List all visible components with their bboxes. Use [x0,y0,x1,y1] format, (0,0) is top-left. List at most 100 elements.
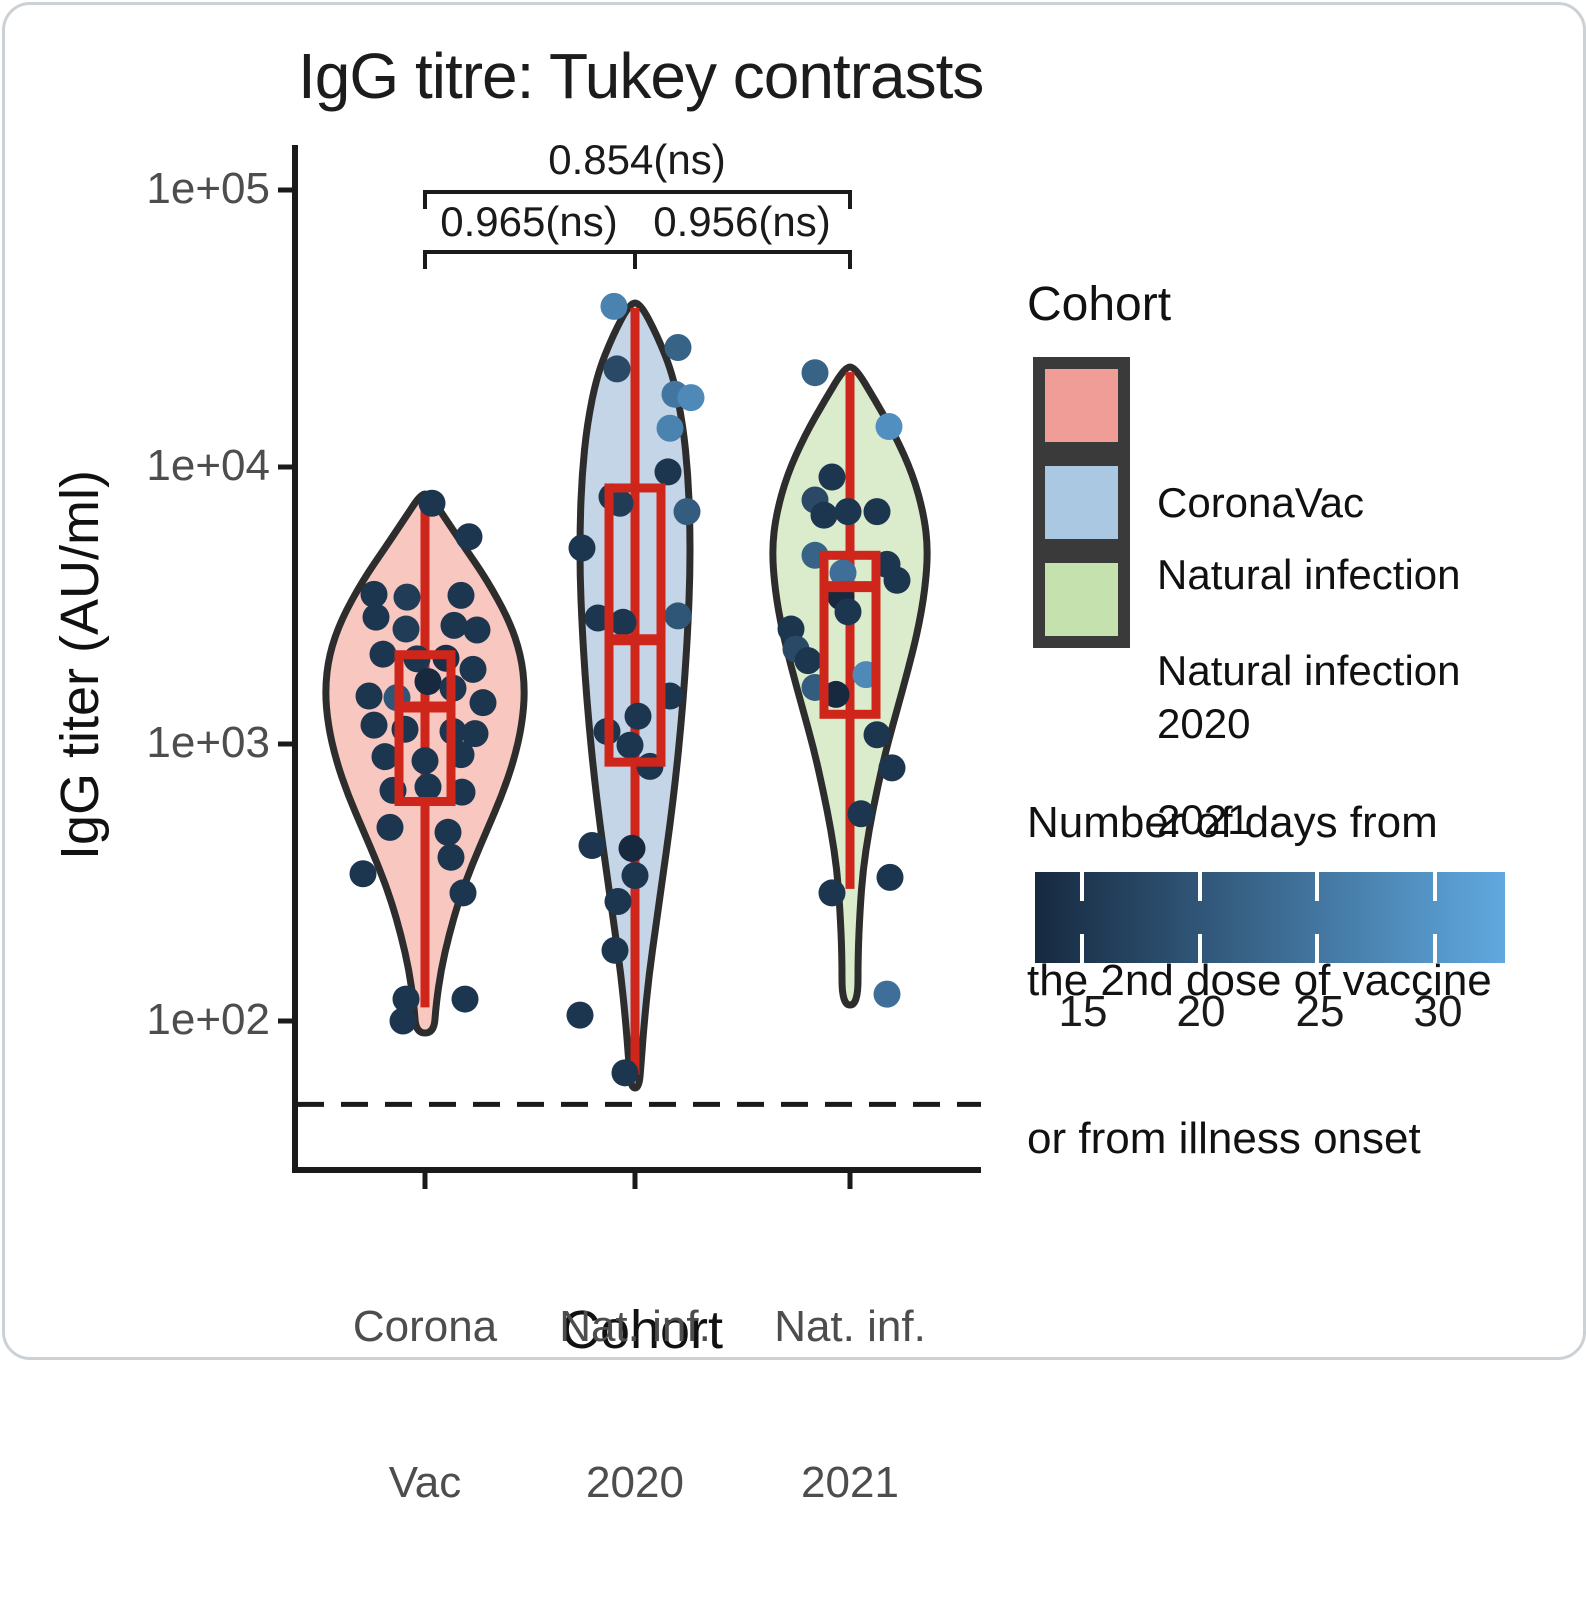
figure-card: IgG titre: Tukey contrasts IgG titer (AU… [2,2,1586,1507]
data-point [463,616,491,644]
data-point [664,334,692,362]
data-point [677,384,705,412]
colorbar-tick-mark [1080,934,1084,963]
data-point [621,862,649,890]
data-point [392,615,420,643]
legend-key-natinf2021 [1033,551,1130,648]
data-point [437,843,465,871]
data-point [818,463,846,491]
pvalue-label-2v3: 0.956(ns) [653,198,831,245]
data-point [411,747,439,775]
data-point [418,489,446,517]
data-point [883,566,911,594]
data-point [449,879,477,907]
data-point [604,888,632,916]
data-point [414,773,442,801]
colorbar-tick-mark [1315,934,1319,963]
data-point [360,580,388,608]
y-tick-label-1e04: 1e+04 [146,441,270,490]
x-tick-label-natinf2020: Nat. inf. 2020 [559,1301,711,1507]
significance-bracket-1 [423,190,852,209]
data-point [863,498,891,526]
data-point [461,720,489,748]
data-point [822,680,850,708]
data-point [469,689,497,717]
data-point [834,598,862,626]
y-tick-label-1e05: 1e+05 [146,164,270,213]
days-tick-20: 20 [1176,987,1226,1036]
days-tick-30: 30 [1413,987,1463,1036]
days-tick-15: 15 [1058,987,1108,1036]
data-point [829,559,857,587]
colorbar-tick-mark [1315,872,1319,901]
data-point [447,581,475,609]
data-point [834,498,862,526]
data-point [618,834,646,862]
data-point [664,602,692,630]
data-point [863,721,891,749]
data-point [578,832,606,860]
significance-bracket-3 [633,250,852,269]
data-point [611,1059,639,1087]
colorbar-tick-mark [1432,872,1437,901]
data-point [414,668,442,696]
data-point [656,414,684,442]
data-point [600,292,628,320]
chart-title: IgG titre: Tukey contrasts [298,40,984,112]
legend-key-coronavac [1033,357,1130,454]
data-point [603,355,631,383]
data-point [609,608,637,636]
box-1 [394,650,456,807]
data-point [654,458,682,486]
data-point [392,985,420,1013]
legend-label-natinf2021: Natural infection 2021 [1157,647,1461,843]
box-3 [819,550,881,719]
data-point [389,1007,417,1035]
x-axis-title: Cohort [560,1300,724,1360]
data-point [434,818,462,846]
data-point [875,413,903,441]
data-point [818,879,846,907]
pvalue-label-1v2: 0.965(ns) [440,198,618,245]
y-axis-title: IgG titer (AU/ml) [50,469,110,861]
box-2 [604,483,666,767]
legend-key-natinf2020 [1033,454,1130,551]
data-point [369,640,397,668]
y-tick-label-1e03: 1e+03 [146,718,270,767]
plot-area [278,145,981,1189]
data-point [673,498,701,526]
colorbar-tick-mark [1432,934,1437,963]
data-point [810,501,838,529]
data-point [847,800,875,828]
data-point [362,603,390,631]
data-point [878,754,906,782]
data-point [393,583,421,611]
x-tick-label-natinf2021: Nat. inf. 2021 [774,1301,926,1507]
data-point [873,980,901,1008]
data-point [455,523,483,551]
data-point [566,1001,594,1029]
x-tick-label-coronavac: Corona Vac [352,1301,498,1507]
colorbar-tick-mark [1197,872,1202,901]
data-point [376,813,404,841]
data-point [451,985,479,1013]
data-point [349,860,377,888]
days-legend-title: Number of days from the 2nd dose of vacc… [1027,797,1492,1164]
colorbar-tick-mark [1197,934,1202,963]
y-tick-label-1e02: 1e+02 [146,995,270,1044]
pvalue-label-1v3: 0.854(ns) [548,136,726,183]
data-point [616,731,644,759]
data-point [601,936,629,964]
data-point [624,702,652,730]
data-point [459,655,487,683]
legend-label-coronavac: CoronaVac [1157,479,1365,527]
significance-bracket-2 [423,250,637,269]
data-point [876,863,904,891]
data-point [801,359,829,387]
data-point [794,647,822,675]
data-point [360,711,388,739]
colorbar-tick-mark [1080,872,1084,901]
cohort-legend-title: Cohort [1027,278,1172,331]
legend-label-natinf2020: Natural infection 2020 [1157,551,1461,747]
days-colorbar [1035,872,1505,963]
